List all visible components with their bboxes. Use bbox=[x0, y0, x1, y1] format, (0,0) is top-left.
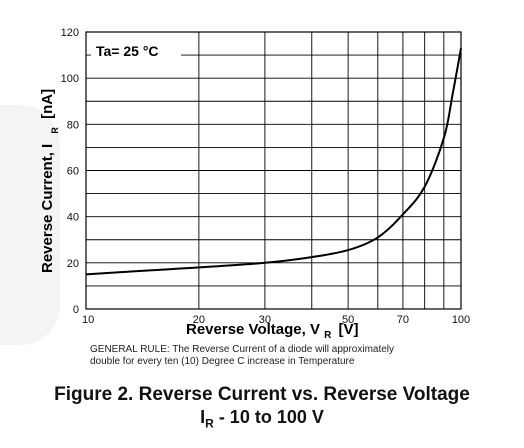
y-tick-label: 20 bbox=[67, 258, 79, 270]
x-axis-subscript: R bbox=[324, 330, 332, 341]
figure-title: Figure 2. Reverse Current vs. Reverse Vo… bbox=[54, 384, 470, 405]
background-decoration bbox=[0, 105, 60, 345]
y-tick-label: 80 bbox=[67, 119, 79, 131]
annotation-box bbox=[91, 38, 181, 64]
general-rule-line-2: double for every ten (10) Degree C incre… bbox=[90, 356, 355, 367]
y-tick-label: 40 bbox=[67, 212, 79, 224]
figure-subtitle-subscript: R bbox=[205, 416, 214, 431]
figure-subtitle-range: - 10 to 100 V bbox=[213, 407, 324, 427]
grid-layer bbox=[85, 31, 462, 310]
y-tick-label: 120 bbox=[61, 27, 79, 39]
y-axis-subscript: R bbox=[50, 127, 60, 134]
y-tick-label: 100 bbox=[61, 73, 79, 85]
y-axis-unit: [nA] bbox=[39, 89, 56, 119]
figure-subtitle-symbol: I bbox=[200, 407, 206, 427]
plot-area-frame bbox=[85, 31, 462, 310]
x-tick-label: 10 bbox=[82, 314, 94, 326]
y-tick-label: 0 bbox=[73, 304, 79, 316]
x-tick-label: 50 bbox=[342, 314, 354, 326]
x-axis-label: Reverse Voltage, V bbox=[186, 321, 320, 338]
figure-subtitle: IR - 10 to 100 V bbox=[0, 406, 524, 435]
x-tick-label: 100 bbox=[452, 314, 470, 326]
x-axis-unit: [V] bbox=[339, 321, 359, 338]
temperature-annotation: Ta= 25 °C bbox=[96, 43, 159, 59]
y-axis-label: Reverse Current, I bbox=[39, 144, 56, 273]
reverse-current-curve bbox=[85, 48, 462, 276]
x-tick-label: 70 bbox=[397, 314, 409, 326]
general-rule-line-1: GENERAL RULE: The Reverse Current of a d… bbox=[90, 344, 395, 355]
x-tick-label: 20 bbox=[193, 314, 205, 326]
x-tick-label: 30 bbox=[259, 314, 271, 326]
y-axis-title: Reverse Current, I R [nA] bbox=[39, 89, 62, 273]
y-tick-label: 60 bbox=[67, 166, 79, 178]
x-axis-title: Reverse Voltage, V R [V] bbox=[186, 321, 359, 342]
tick-labels: 0 20 40 60 80 100 120 10 20 30 50 70 100 bbox=[61, 27, 471, 326]
